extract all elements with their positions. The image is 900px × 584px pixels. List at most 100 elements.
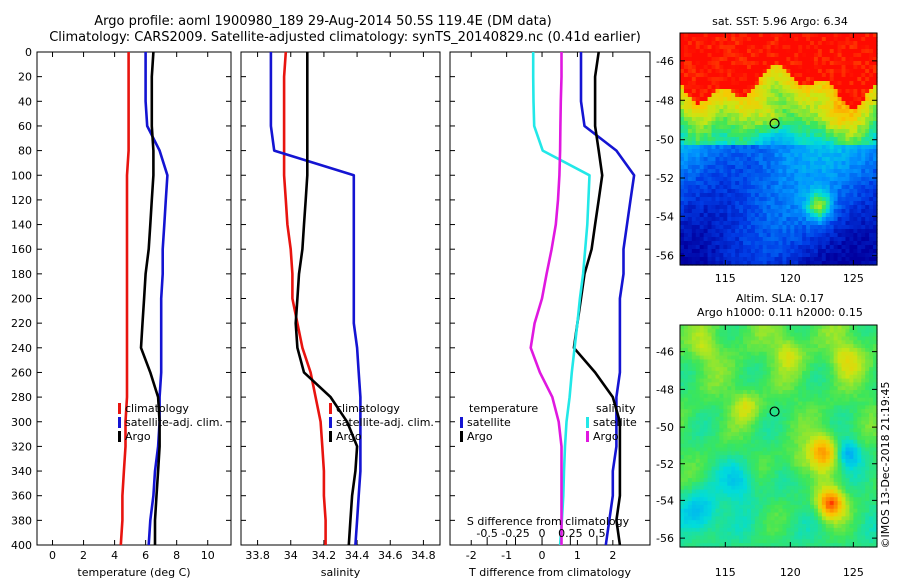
series-line-climatology [284,52,326,545]
legend-swatch [329,431,332,442]
depth-tick-label: 380 [11,514,32,527]
depth-tick-label: 40 [18,95,32,108]
lon-tick-label: 125 [843,566,864,579]
title-line-1: Argo profile: aoml 1900980_189 29-Aug-20… [94,14,552,29]
x-axis-label: salinity [321,566,361,579]
x-tick-label: 34 [284,549,298,562]
legend-swatch [586,431,589,442]
depth-tick-label: 80 [18,145,32,158]
x-tick-label: 1 [574,549,581,562]
lat-tick-label: -46 [656,55,674,68]
legend-label: Argo [336,430,362,443]
lat-tick-label: -50 [656,421,674,434]
temperature-panel: 0204060801001201401601802002202402602803… [11,46,231,579]
series-line-argo [141,52,160,545]
sst-map: sat. SST: 5.96 Argo: 6.34 -46 -48 -50 -52 -54… [656,15,878,285]
lat-tick-label: -50 [656,134,674,147]
watermark: ©IMOS 13-Dec-2018 21:19:45 [879,382,892,549]
lon-tick-label: 120 [780,272,801,285]
legend-swatch [586,417,589,428]
x-tick-label: 10 [201,549,215,562]
depth-tick-label: 280 [11,391,32,404]
x-axis-label: temperature (deg C) [77,566,190,579]
lat-tick-label: -48 [656,94,674,107]
lat-tick-label: -52 [656,172,674,185]
legend-label: satellite-adj. clim. [336,416,434,429]
legend-swatch [329,403,332,414]
lat-tick-label: -46 [656,346,674,359]
sla-map-title-2: Argo h1000: 0.11 h2000: 0.15 [697,306,863,319]
x-tick-label: 34.4 [345,549,370,562]
depth-tick-label: 240 [11,342,32,355]
lat-tick-label: -48 [656,383,674,396]
legend-swatch [118,403,121,414]
x-axis-label: T difference from climatology [468,566,631,579]
legend-label: Argo [593,430,619,443]
depth-tick-label: 140 [11,219,32,232]
x-tick-label: 34.6 [378,549,403,562]
s-tick-label: 0 [539,527,546,540]
depth-tick-label: 260 [11,366,32,379]
lat-tick-label: -54 [656,210,674,223]
depth-tick-label: 20 [18,71,32,84]
series-line-satellite-temperature- [581,52,634,545]
legend-swatch [329,417,332,428]
difference-panel: -2 -1 0 1 2 T difference from climatology -0.5… [450,52,650,579]
lat-tick-label: -56 [656,250,674,263]
lon-tick-label: 115 [715,272,736,285]
x-tick-label: 4 [111,549,118,562]
x-tick-label: 34.2 [312,549,337,562]
s-axis-label: S difference from climatology [467,515,630,528]
salinity-panel: 33.8 34 34.2 34.4 34.6 34.8 salinity climatolog… [241,52,440,579]
s-tick-label: -0.25 [501,527,529,540]
depth-tick-label: 400 [11,539,32,552]
legend-swatch [460,431,463,442]
x-tick-label: 0 [49,549,56,562]
lon-tick-label: 115 [715,566,736,579]
depth-tick-label: 200 [11,293,32,306]
series-line-climatology [121,52,129,545]
x-tick-label: 8 [173,549,180,562]
lat-tick-label: -52 [656,458,674,471]
x-tick-label: -2 [466,549,477,562]
sst-map-title: sat. SST: 5.96 Argo: 6.34 [712,15,848,28]
lon-tick-label: 125 [843,272,864,285]
lat-tick-label: -54 [656,494,674,507]
depth-tick-label: 340 [11,465,32,478]
legend-swatch [118,417,121,428]
s-tick-label: 0.5 [588,527,606,540]
depth-tick-label: 180 [11,268,32,281]
s-tick-label: -0.5 [476,527,497,540]
legend-label: Argo [125,430,151,443]
legend-title-temperature: temperature [469,402,538,415]
legend-label: climatology [336,402,400,415]
series-line-satellite-adj-clim- [146,52,168,545]
legend-label: satellite [467,416,511,429]
x-tick-label: 6 [142,549,149,562]
lon-tick-label: 120 [780,566,801,579]
legend-label: climatology [125,402,189,415]
s-tick-label: 0.25 [558,527,583,540]
legend-label: satellite [593,416,637,429]
series-line-argo [296,52,357,545]
depth-tick-label: 160 [11,243,32,256]
depth-tick-label: 360 [11,490,32,503]
x-tick-label: 33.8 [245,549,270,562]
sla-map-title-1: Altim. SLA: 0.17 [736,292,824,305]
x-tick-label: 2 [609,549,616,562]
map-cells [680,33,878,266]
map-cells [680,325,878,548]
lat-tick-label: -56 [656,532,674,545]
legend-label: Argo [467,430,493,443]
legend-swatch [118,431,121,442]
legend-title-salinity: salinity [596,402,636,415]
depth-tick-label: 120 [11,194,32,207]
x-tick-label: 34.8 [411,549,436,562]
legend-label: satellite-adj. clim. [125,416,223,429]
depth-tick-label: 0 [25,46,32,59]
x-tick-label: -1 [501,549,512,562]
plot-frame [37,52,231,545]
title-line-2: Climatology: CARS2009. Satellite-adjuste… [49,30,641,45]
